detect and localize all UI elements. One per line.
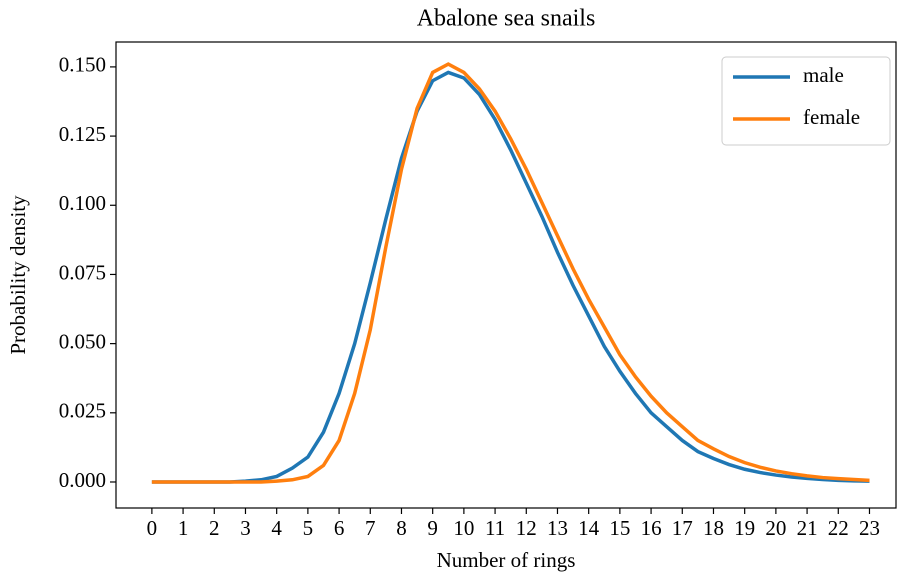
x-tick-label: 16	[641, 516, 662, 540]
x-tick-label: 20	[765, 516, 786, 540]
legend-box	[721, 56, 891, 146]
x-tick-label: 6	[334, 516, 345, 540]
x-tick-label: 0	[147, 516, 158, 540]
y-tick-label: 0.025	[59, 399, 106, 423]
x-tick-label: 14	[578, 516, 600, 540]
y-tick-label: 0.000	[59, 468, 106, 492]
chart-title: Abalone sea snails	[417, 6, 596, 32]
x-tick-label: 19	[734, 516, 755, 540]
y-tick-label: 0.050	[59, 329, 106, 353]
x-tick-label: 5	[303, 516, 314, 540]
x-tick-label: 15	[609, 516, 630, 540]
y-tick-label: 0.100	[59, 191, 106, 215]
x-axis-label: Number of rings	[437, 548, 576, 572]
y-tick-label: 0.125	[59, 122, 106, 146]
x-tick-label: 2	[209, 516, 220, 540]
x-tick-label: 10	[453, 516, 474, 540]
x-tick-label: 11	[485, 516, 505, 540]
x-tick-label: 9	[427, 516, 438, 540]
x-tick-label: 13	[547, 516, 568, 540]
line-series	[151, 70, 870, 484]
x-tick-label: 1	[178, 516, 189, 540]
plot-frame	[115, 41, 897, 509]
legend-label: female	[803, 105, 860, 129]
y-axis-label: Probability density	[6, 195, 30, 355]
x-tick-label: 8	[396, 516, 407, 540]
line-series	[151, 62, 870, 484]
x-tick-label: 17	[672, 516, 693, 540]
x-tick-label: 22	[828, 516, 849, 540]
x-tick-label: 18	[703, 516, 724, 540]
y-tick-label: 0.150	[59, 53, 106, 77]
x-tick-label: 3	[240, 516, 251, 540]
x-tick-label: 7	[365, 516, 376, 540]
x-tick-label: 21	[797, 516, 818, 540]
x-tick-label: 12	[516, 516, 537, 540]
x-tick-label: 4	[271, 516, 282, 540]
y-tick-label: 0.075	[59, 260, 106, 284]
x-tick-label: 23	[859, 516, 880, 540]
legend-label: male	[803, 63, 844, 87]
